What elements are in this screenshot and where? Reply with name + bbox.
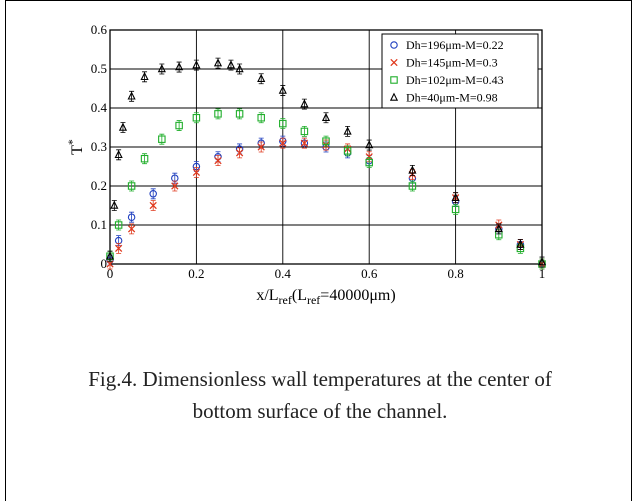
data-point	[114, 149, 123, 159]
data-point	[118, 122, 128, 131]
data-point	[192, 114, 201, 122]
series-triangle	[105, 57, 547, 268]
data-point	[235, 64, 244, 73]
legend-label: Dh=196μm-M=0.22	[406, 38, 504, 52]
data-point	[257, 73, 266, 82]
data-point	[300, 99, 309, 108]
caption-line-2: bottom surface of the channel.	[192, 399, 448, 423]
data-point	[214, 156, 222, 165]
data-point	[300, 139, 309, 147]
data-point	[158, 135, 166, 143]
x-tick-label: 0.2	[188, 266, 204, 281]
series-circle	[106, 135, 546, 270]
x-tick-label: 0.8	[447, 266, 463, 281]
data-point	[226, 60, 236, 69]
series-x	[106, 137, 546, 270]
data-point	[140, 71, 149, 81]
data-point	[192, 168, 201, 177]
data-point	[365, 140, 374, 149]
data-point	[114, 221, 123, 229]
data-point	[127, 182, 136, 190]
y-tick-label: 0.1	[91, 217, 107, 232]
data-point	[279, 139, 287, 147]
data-point	[451, 205, 460, 214]
data-point	[114, 244, 123, 253]
y-tick-label: 0.2	[91, 178, 107, 193]
legend-marker	[389, 92, 399, 101]
chart: 0 0.2 0.4 0.6 0.8 1 0 0.1 0.2 0.3 0.4 0.5 0.6 Dh=196μ…	[65, 22, 547, 307]
caption-line-1: Fig.4. Dimensionless wall temperatures a…	[88, 367, 552, 391]
x-tick-label: 0.6	[361, 266, 378, 281]
data-point	[516, 239, 525, 248]
data-point	[343, 126, 352, 135]
y-tick-label: 0.5	[91, 61, 107, 76]
data-point	[175, 62, 184, 71]
legend-marker	[390, 76, 398, 84]
legend-label: Dh=40μm-M=0.98	[406, 91, 498, 105]
x-axis-label: x/Lref(Lref=40000μm)	[256, 287, 395, 307]
x-tick-label: 0.4	[275, 266, 292, 281]
data-point	[213, 58, 223, 67]
x-tick-label: 0	[107, 266, 114, 281]
data-point	[127, 213, 136, 221]
data-point	[278, 85, 287, 94]
data-point	[494, 223, 503, 233]
figure-frame	[5, 0, 632, 501]
data-point	[257, 143, 265, 151]
y-tick-label: 0.6	[91, 22, 108, 37]
data-point	[235, 110, 244, 118]
data-point	[140, 154, 149, 163]
plot-area-border	[109, 29, 543, 265]
legend-marker	[390, 41, 398, 49]
data-point	[365, 158, 373, 167]
data-point	[149, 190, 157, 198]
figure-frame-top	[5, 0, 632, 1]
data-point	[257, 114, 265, 122]
y-tick-label: 0.4	[91, 100, 108, 115]
data-point	[127, 225, 136, 233]
legend-box	[381, 33, 539, 109]
data-point	[106, 260, 114, 268]
data-point	[321, 112, 331, 121]
data-point	[110, 200, 119, 209]
data-point	[157, 64, 166, 73]
data-point	[175, 121, 183, 130]
data-point	[343, 147, 352, 155]
legend-marker	[390, 58, 398, 67]
data-point	[235, 149, 244, 157]
data-point	[105, 251, 115, 260]
legend-label: Dh=145μm-M=0.3	[406, 56, 498, 70]
y-axis-label: T*	[65, 139, 86, 155]
data-point	[300, 127, 309, 136]
data-point	[451, 192, 460, 201]
data-point	[537, 257, 547, 266]
figure-caption: Fig.4. Dimensionless wall temperatures a…	[20, 363, 620, 427]
data-point	[171, 182, 179, 190]
data-point	[408, 182, 417, 190]
x-tick-label: 1	[539, 266, 546, 281]
data-point	[214, 110, 222, 118]
data-point	[408, 165, 417, 174]
y-tick-label: 0	[101, 256, 108, 271]
legend-label: Dh=102μm-M=0.43	[406, 73, 504, 87]
data-point	[149, 201, 157, 210]
data-point	[192, 60, 201, 69]
data-point	[127, 91, 136, 100]
data-point	[322, 137, 330, 145]
data-point	[279, 119, 287, 128]
y-tick-label: 0.3	[91, 139, 107, 154]
